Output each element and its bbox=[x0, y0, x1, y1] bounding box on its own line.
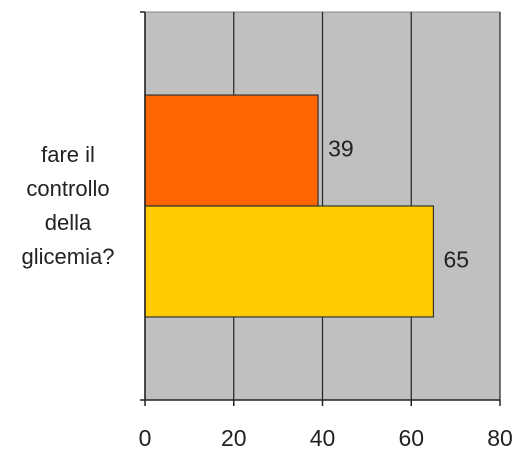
x-tick-label: 40 bbox=[310, 425, 336, 451]
x-tick-label: 0 bbox=[139, 425, 152, 451]
data-label: 65 bbox=[443, 247, 469, 273]
data-label: 39 bbox=[328, 136, 354, 162]
y-tick-label: fare il controllo della glicemia? bbox=[21, 142, 115, 270]
x-tick-label: 20 bbox=[221, 425, 247, 451]
bar bbox=[144, 94, 319, 207]
x-tick-label: 80 bbox=[487, 425, 513, 451]
bar bbox=[144, 205, 435, 318]
x-tick-label: 60 bbox=[398, 425, 424, 451]
